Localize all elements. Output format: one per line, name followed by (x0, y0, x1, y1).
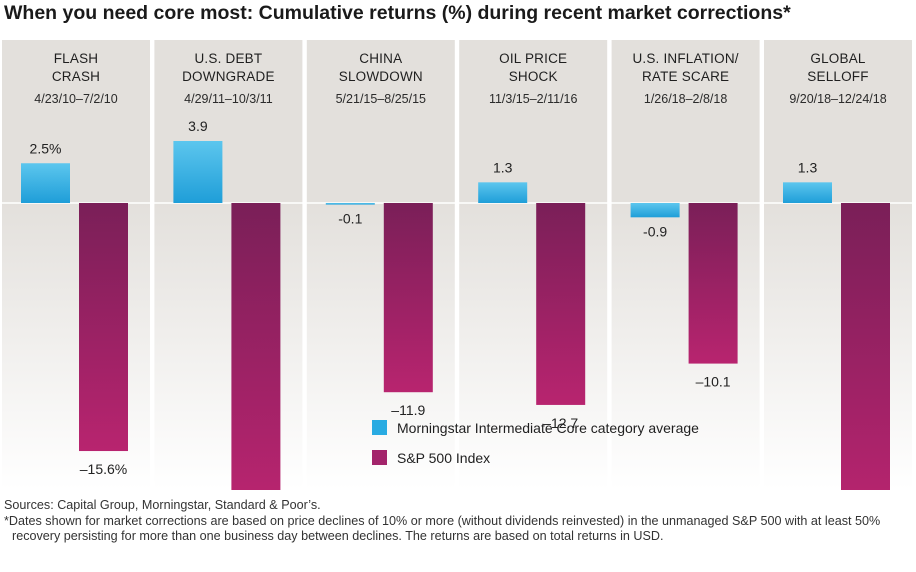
category-dates: 4/23/10–7/2/10 (34, 92, 117, 106)
category-title: U.S. INFLATION/ (632, 51, 738, 66)
data-label: 1.3 (798, 159, 818, 175)
bar-sp500 (79, 203, 128, 452)
data-label: 3.9 (188, 118, 208, 134)
data-label: –11.9 (391, 402, 425, 418)
bar-sp500 (383, 203, 433, 393)
data-label: -0.1 (338, 211, 362, 227)
category-title: GLOBAL (810, 51, 866, 66)
bar-sp500 (841, 203, 890, 490)
legend-swatch (372, 450, 387, 465)
bar-sp500 (688, 203, 738, 364)
category-title: DOWNGRADE (182, 69, 275, 84)
footnote: *Dates shown for market corrections are … (4, 513, 881, 544)
bar-core-bond (630, 203, 680, 218)
bar-core-bond (21, 163, 70, 203)
category-title: FLASH (54, 51, 99, 66)
legend-label: S&P 500 Index (397, 450, 490, 466)
bar-sp500 (231, 203, 281, 490)
category-title: OIL PRICE (499, 51, 567, 66)
bar-sp500 (536, 203, 586, 405)
bar-core-bond (478, 182, 528, 203)
category-title: SHOCK (509, 69, 558, 84)
legend-swatch (372, 420, 387, 435)
data-label: 2.5% (30, 140, 62, 156)
data-label: –10.1 (696, 374, 731, 390)
category-title: SELLOFF (807, 69, 868, 84)
category-title: SLOWDOWN (339, 69, 423, 84)
bar-core-bond (783, 182, 832, 203)
bar-core-bond (173, 140, 223, 203)
bar-chart: FLASH CRASH 4/23/10–7/2/10 U.S. DEBT DOWNGRA… (0, 40, 916, 490)
legend-label: Morningstar Intermediate Core category a… (397, 420, 699, 436)
category-dates: 1/26/18–2/8/18 (644, 92, 727, 106)
data-label: –15.6% (80, 461, 127, 477)
category-dates: 9/20/18–12/24/18 (789, 92, 886, 106)
notes: Sources: Capital Group, Morningstar, Sta… (4, 498, 910, 545)
data-label: –12.7 (543, 415, 578, 431)
category-title: CRASH (52, 69, 100, 84)
category-dates: 11/3/15–2/11/16 (489, 92, 578, 106)
category-dates: 5/21/15–8/25/15 (336, 92, 426, 106)
data-label: -0.9 (643, 223, 667, 239)
chart-title: When you need core most: Cumulative retu… (4, 2, 791, 24)
category-dates: 4/29/11–10/3/11 (184, 92, 273, 106)
legend: Morningstar Intermediate Core category a… (372, 420, 699, 466)
sources-note: Sources: Capital Group, Morningstar, Sta… (4, 498, 321, 512)
bar-core-bond (325, 203, 375, 205)
category-title: U.S. DEBT (194, 51, 262, 66)
category-title: RATE SCARE (642, 69, 729, 84)
category-title: CHINA (359, 51, 402, 66)
data-label: 1.3 (493, 159, 513, 175)
